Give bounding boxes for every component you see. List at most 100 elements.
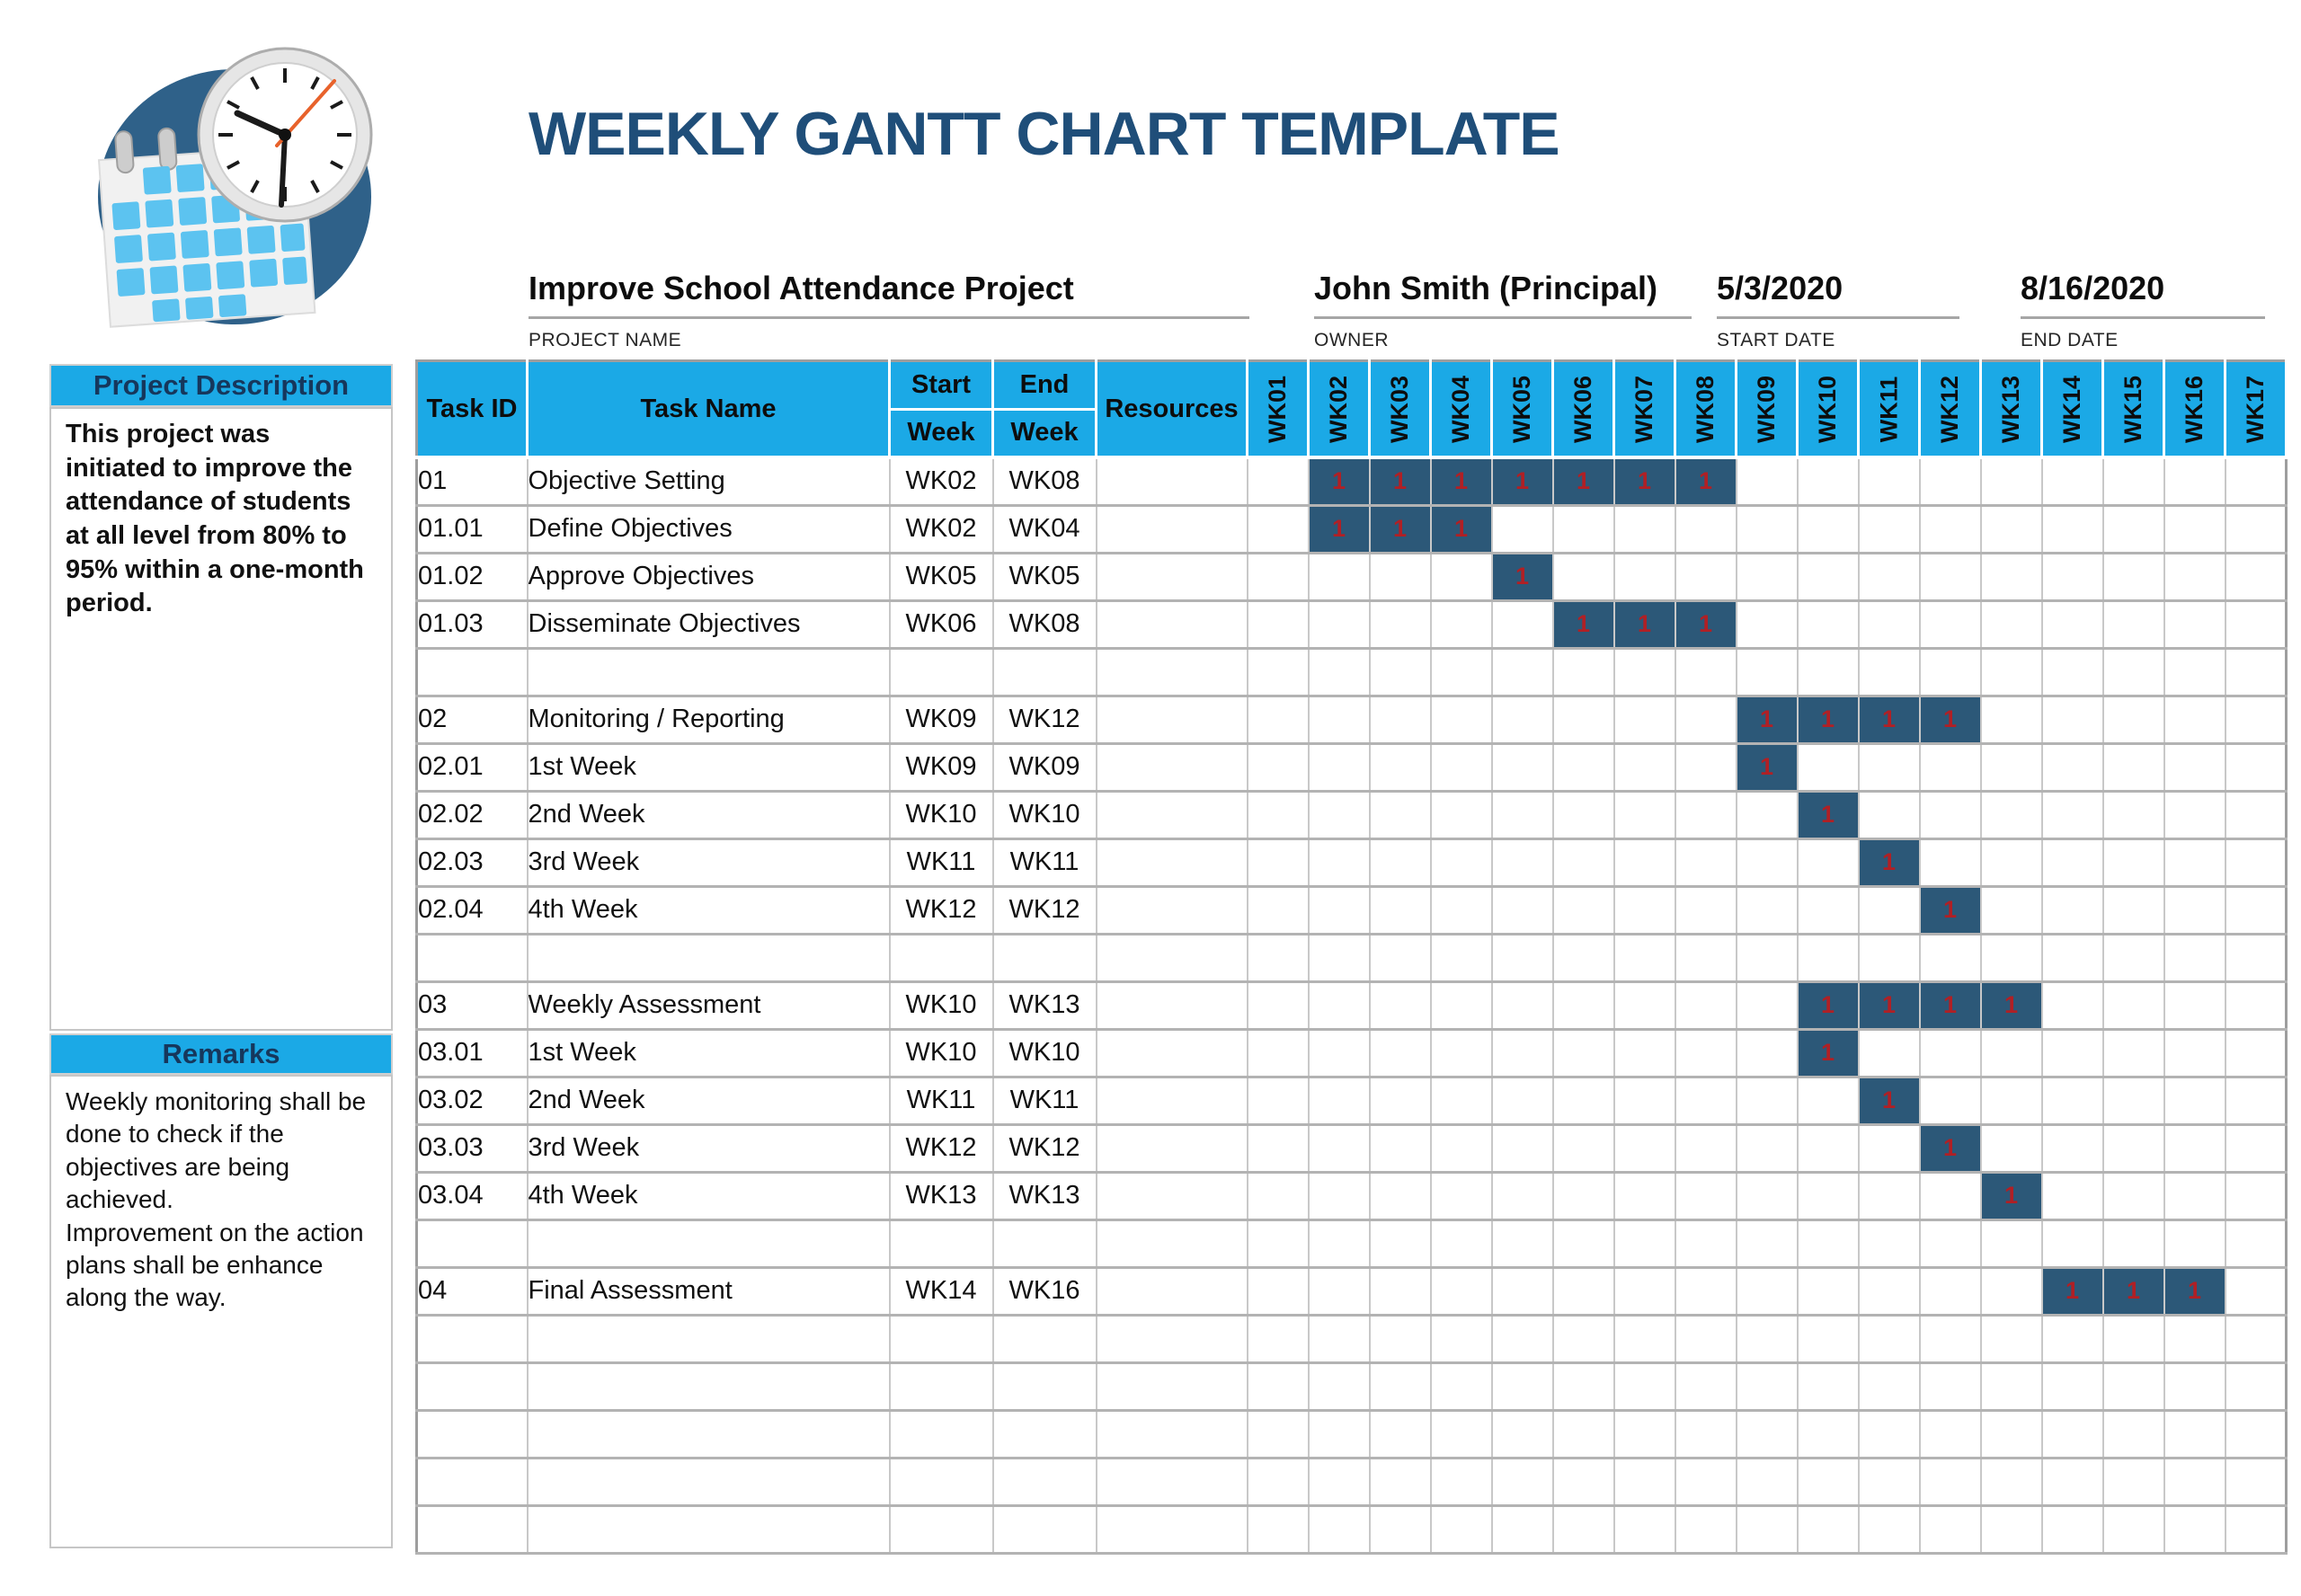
end-week-cell[interactable]: WK05	[992, 553, 1097, 602]
gantt-empty-cell[interactable]	[1858, 1219, 1921, 1269]
gantt-empty-cell[interactable]	[1491, 1458, 1554, 1507]
gantt-empty-cell[interactable]	[1980, 553, 2043, 602]
gantt-empty-cell[interactable]	[1675, 981, 1737, 1031]
gantt-empty-cell[interactable]	[1797, 743, 1860, 793]
resources-cell[interactable]	[1096, 457, 1248, 507]
resources-cell[interactable]	[1096, 1219, 1248, 1269]
gantt-empty-cell[interactable]	[1980, 1124, 2043, 1174]
gantt-empty-cell[interactable]	[1369, 1458, 1432, 1507]
end-week-cell[interactable]: WK13	[992, 1172, 1097, 1221]
gantt-empty-cell[interactable]	[1308, 1505, 1371, 1555]
gantt-empty-cell[interactable]	[1797, 1219, 1860, 1269]
start-week-cell[interactable]: WK11	[889, 1077, 994, 1126]
gantt-empty-cell[interactable]	[1552, 934, 1615, 983]
gantt-empty-cell[interactable]	[1308, 648, 1371, 697]
task-name-cell[interactable]	[527, 648, 891, 697]
gantt-empty-cell[interactable]	[1797, 1315, 1860, 1364]
gantt-empty-cell[interactable]	[1430, 696, 1493, 745]
gantt-empty-cell[interactable]	[2102, 600, 2165, 650]
gantt-empty-cell[interactable]	[1736, 1267, 1799, 1317]
gantt-empty-cell[interactable]	[1980, 1458, 2043, 1507]
gantt-empty-cell[interactable]	[1980, 1219, 2043, 1269]
gantt-empty-cell[interactable]	[1736, 1029, 1799, 1078]
gantt-empty-cell[interactable]	[1858, 1362, 1921, 1412]
end-week-cell[interactable]	[992, 648, 1097, 697]
gantt-empty-cell[interactable]	[1797, 1410, 1860, 1459]
gantt-empty-cell[interactable]	[2041, 791, 2104, 840]
gantt-empty-cell[interactable]	[1369, 934, 1432, 983]
gantt-bar-cell-wk12[interactable]: 1	[1919, 696, 1982, 745]
gantt-empty-cell[interactable]	[2102, 886, 2165, 935]
end-week-cell[interactable]: WK04	[992, 505, 1097, 554]
gantt-empty-cell[interactable]	[2163, 1410, 2226, 1459]
gantt-empty-cell[interactable]	[2041, 648, 2104, 697]
start-week-cell[interactable]: WK13	[889, 1172, 994, 1221]
gantt-empty-cell[interactable]	[2225, 553, 2288, 602]
gantt-empty-cell[interactable]	[2163, 1505, 2226, 1555]
end-week-cell[interactable]: WK10	[992, 791, 1097, 840]
gantt-bar-cell-wk03[interactable]: 1	[1369, 457, 1432, 507]
task-id-cell[interactable]: 02.03	[416, 838, 529, 888]
gantt-empty-cell[interactable]	[2163, 505, 2226, 554]
start-week-cell[interactable]: WK06	[889, 600, 994, 650]
gantt-empty-cell[interactable]	[1491, 886, 1554, 935]
task-id-cell[interactable]: 04	[416, 1267, 529, 1317]
gantt-bar-cell-wk03[interactable]: 1	[1369, 505, 1432, 554]
gantt-empty-cell[interactable]	[1919, 648, 1982, 697]
gantt-empty-cell[interactable]	[1858, 1267, 1921, 1317]
task-name-cell[interactable]: Objective Setting	[527, 457, 891, 507]
gantt-empty-cell[interactable]	[2102, 934, 2165, 983]
gantt-bar-cell-wk09[interactable]: 1	[1736, 743, 1799, 793]
gantt-empty-cell[interactable]	[1736, 457, 1799, 507]
gantt-bar-cell-wk10[interactable]: 1	[1797, 981, 1860, 1031]
gantt-empty-cell[interactable]	[1430, 1077, 1493, 1126]
gantt-empty-cell[interactable]	[1675, 886, 1737, 935]
gantt-empty-cell[interactable]	[1797, 934, 1860, 983]
gantt-empty-cell[interactable]	[2163, 696, 2226, 745]
gantt-empty-cell[interactable]	[2163, 1362, 2226, 1412]
gantt-empty-cell[interactable]	[2102, 1362, 2165, 1412]
gantt-bar-cell-wk07[interactable]: 1	[1613, 600, 1676, 650]
gantt-empty-cell[interactable]	[1797, 1458, 1860, 1507]
gantt-empty-cell[interactable]	[1491, 1077, 1554, 1126]
gantt-empty-cell[interactable]	[1613, 1410, 1676, 1459]
gantt-empty-cell[interactable]	[1430, 553, 1493, 602]
gantt-empty-cell[interactable]	[1430, 886, 1493, 935]
gantt-empty-cell[interactable]	[2102, 696, 2165, 745]
gantt-empty-cell[interactable]	[1369, 1172, 1432, 1221]
gantt-empty-cell[interactable]	[2225, 1172, 2288, 1221]
gantt-empty-cell[interactable]	[1552, 1505, 1615, 1555]
gantt-empty-cell[interactable]	[1675, 1315, 1737, 1364]
gantt-empty-cell[interactable]	[1675, 1505, 1737, 1555]
gantt-empty-cell[interactable]	[1308, 934, 1371, 983]
task-id-cell[interactable]: 01.02	[416, 553, 529, 602]
gantt-empty-cell[interactable]	[1369, 1124, 1432, 1174]
gantt-empty-cell[interactable]	[1369, 553, 1432, 602]
gantt-empty-cell[interactable]	[1736, 505, 1799, 554]
gantt-empty-cell[interactable]	[1675, 1410, 1737, 1459]
end-week-cell[interactable]	[992, 934, 1097, 983]
gantt-empty-cell[interactable]	[1858, 553, 1921, 602]
gantt-empty-cell[interactable]	[1613, 1315, 1676, 1364]
gantt-empty-cell[interactable]	[1369, 600, 1432, 650]
gantt-empty-cell[interactable]	[1369, 1410, 1432, 1459]
gantt-empty-cell[interactable]	[1980, 1410, 2043, 1459]
gantt-empty-cell[interactable]	[1858, 791, 1921, 840]
gantt-empty-cell[interactable]	[1919, 1410, 1982, 1459]
gantt-empty-cell[interactable]	[1613, 981, 1676, 1031]
task-id-cell[interactable]: 03.02	[416, 1077, 529, 1126]
gantt-empty-cell[interactable]	[1613, 791, 1676, 840]
gantt-empty-cell[interactable]	[1552, 696, 1615, 745]
start-week-cell[interactable]	[889, 1315, 994, 1364]
task-id-cell[interactable]	[416, 1362, 529, 1412]
gantt-empty-cell[interactable]	[1430, 981, 1493, 1031]
gantt-empty-cell[interactable]	[1430, 1505, 1493, 1555]
start-week-cell[interactable]: WK14	[889, 1267, 994, 1317]
gantt-empty-cell[interactable]	[2225, 600, 2288, 650]
gantt-empty-cell[interactable]	[1247, 553, 1310, 602]
gantt-empty-cell[interactable]	[1247, 505, 1310, 554]
gantt-empty-cell[interactable]	[1980, 1077, 2043, 1126]
task-name-cell[interactable]	[527, 1362, 891, 1412]
gantt-empty-cell[interactable]	[1613, 505, 1676, 554]
gantt-empty-cell[interactable]	[1980, 1267, 2043, 1317]
